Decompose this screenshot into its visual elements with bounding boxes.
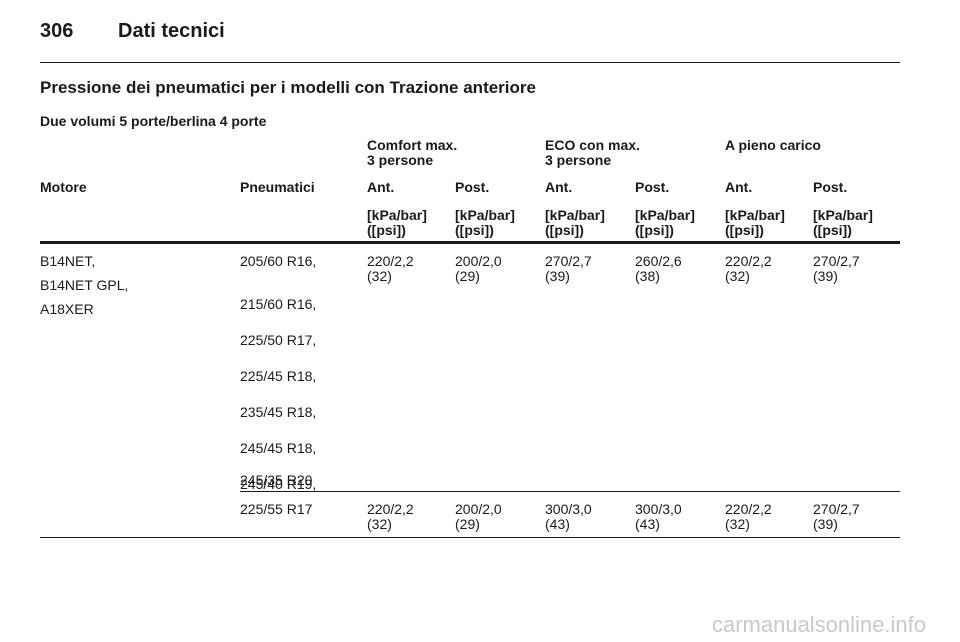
unit-label: [kPa/bar] ([psi]) xyxy=(455,207,515,238)
unit-label: [kPa/bar] ([psi]) xyxy=(635,207,695,238)
row-divider xyxy=(240,491,900,492)
column-header-full-post: Post. xyxy=(813,179,848,195)
tire-size: 215/60 R16, xyxy=(240,296,317,312)
tire-size: 225/50 R17, xyxy=(240,332,317,348)
tire-size: 245/45 R18, xyxy=(240,440,317,456)
pressure-value: 200/2,0 (29) xyxy=(455,501,502,532)
pressure-value: 260/2,6 (38) xyxy=(635,253,682,284)
column-header-eco-post: Post. xyxy=(635,179,670,195)
group-header-full-load: A pieno carico xyxy=(725,137,821,153)
group-header-comfort: Comfort max. 3 persone xyxy=(367,137,458,168)
pressure-value: 220/2,2 (32) xyxy=(367,253,414,284)
column-header-eco-ant: Ant. xyxy=(545,179,573,195)
engine-label: B14NET GPL, xyxy=(40,277,129,293)
chapter-title: Dati tecnici xyxy=(118,20,225,42)
column-header-full-ant: Ant. xyxy=(725,179,753,195)
column-header-pneumatici: Pneumatici xyxy=(240,179,315,195)
header-rule xyxy=(40,62,900,63)
tire-size: 225/55 R17 xyxy=(240,501,313,517)
table-header-rule xyxy=(40,241,900,244)
pressure-value: 220/2,2 (32) xyxy=(367,501,414,532)
subsection-title: Due volumi 5 porte/berlina 4 porte xyxy=(40,113,267,129)
pressure-value: 220/2,2 (32) xyxy=(725,253,772,284)
column-header-comfort-post: Post. xyxy=(455,179,490,195)
unit-label: [kPa/bar] ([psi]) xyxy=(813,207,873,238)
page-number: 306 xyxy=(40,20,74,42)
watermark: carmanualsonline.info xyxy=(711,612,926,637)
column-header-comfort-ant: Ant. xyxy=(367,179,395,195)
tire-size: 205/60 R16, xyxy=(240,253,317,269)
pressure-value: 300/3,0 (43) xyxy=(545,501,592,532)
tire-size: 245/35 R20 xyxy=(240,472,313,488)
tire-size: 245/40 R19, xyxy=(240,476,317,492)
engine-label: A18XER xyxy=(40,301,94,317)
group-header-eco: ECO con max. 3 persone xyxy=(545,137,640,168)
unit-label: [kPa/bar] ([psi]) xyxy=(545,207,605,238)
pressure-value: 270/2,7 (39) xyxy=(813,253,860,284)
pressure-value: 220/2,2 (32) xyxy=(725,501,772,532)
pressure-value: 300/3,0 (43) xyxy=(635,501,682,532)
pressure-value: 270/2,7 (39) xyxy=(813,501,860,532)
unit-label: [kPa/bar] ([psi]) xyxy=(367,207,427,238)
pressure-value: 200/2,0 (29) xyxy=(455,253,502,284)
tire-size: 235/45 R18, xyxy=(240,404,317,420)
tire-size: 225/45 R18, xyxy=(240,368,317,384)
pressure-value: 270/2,7 (39) xyxy=(545,253,592,284)
column-header-motore: Motore xyxy=(40,179,87,195)
section-title: Pressione dei pneumatici per i modelli c… xyxy=(40,78,536,97)
unit-label: [kPa/bar] ([psi]) xyxy=(725,207,785,238)
engine-label: B14NET, xyxy=(40,253,96,269)
table-bottom-rule xyxy=(40,537,900,538)
